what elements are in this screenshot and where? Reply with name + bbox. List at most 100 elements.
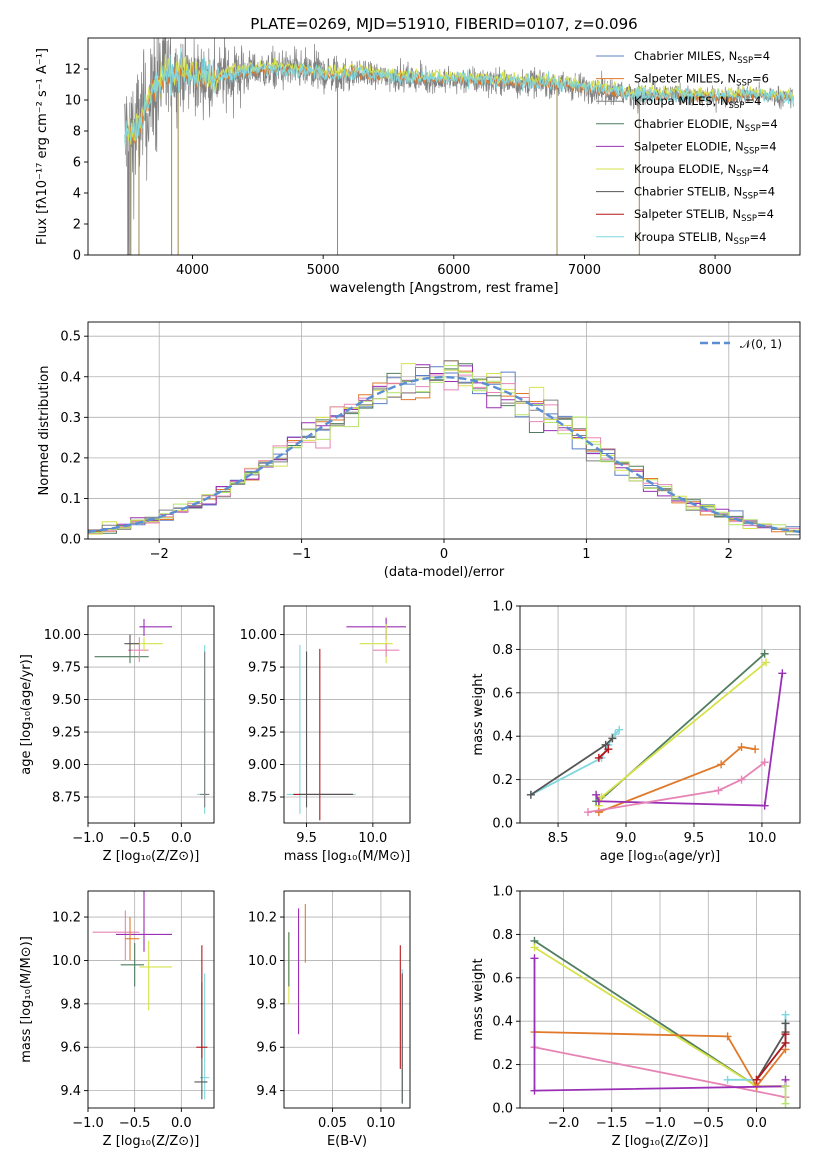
x-tick-label: 9.0 bbox=[616, 831, 637, 846]
data-point bbox=[760, 758, 769, 767]
axes-decor: −1.0 −0.5 0.0 9.4 9.6 9.8 10.0 10.2 Z [log₁₀(Z/Z… bbox=[19, 890, 215, 1149]
data-point bbox=[762, 658, 771, 667]
x-tick-label: −0.5 bbox=[692, 1116, 724, 1131]
y-tick-label: 9.8 bbox=[60, 997, 81, 1012]
plot-content bbox=[526, 649, 787, 817]
x-tick-label: 6000 bbox=[437, 263, 470, 278]
y-tick-label: 9.00 bbox=[248, 758, 277, 773]
errorbar-point bbox=[139, 618, 172, 636]
x-tick-label: 1 bbox=[582, 547, 590, 562]
plot-area bbox=[88, 891, 214, 1108]
data-point bbox=[760, 801, 769, 810]
y-tick-label: 9.75 bbox=[52, 661, 81, 676]
data-point bbox=[583, 808, 592, 817]
data-point bbox=[601, 740, 610, 749]
y-tick-label: 9.25 bbox=[248, 726, 277, 741]
y-tick-label: 9.50 bbox=[52, 693, 81, 708]
axes-decor: 9.5 10.0 8.75 9.00 9.25 9.50 9.75 10.00 mass [lo… bbox=[240, 605, 411, 864]
axes-frame bbox=[87, 605, 215, 824]
data-point bbox=[592, 790, 601, 799]
plot-content bbox=[286, 617, 407, 821]
x-tick-label: −2 bbox=[150, 547, 169, 562]
errorbar-point bbox=[124, 634, 140, 652]
legend-entry: Chabrier ELODIE, NSSP=4 bbox=[634, 117, 778, 134]
data-point bbox=[723, 1032, 732, 1041]
x-tick-label: −0.5 bbox=[119, 1116, 151, 1131]
normal-curve bbox=[88, 376, 800, 534]
y-tick-label: 10.00 bbox=[44, 628, 81, 643]
legend-entry: Chabrier STELIB, NSSP=4 bbox=[634, 185, 775, 202]
y-tick-label: 8.75 bbox=[248, 791, 277, 806]
y-tick-label: 9.6 bbox=[256, 1041, 277, 1056]
x-axis-label: Z [log₁₀(Z/Z⊙)] bbox=[103, 849, 200, 864]
y-tick-label: 0.2 bbox=[60, 451, 81, 466]
x-axis-label: wavelength [Angstrom, rest frame] bbox=[330, 281, 559, 296]
y-tick-label: 8.75 bbox=[52, 791, 81, 806]
axes-frame bbox=[283, 605, 411, 824]
data-point bbox=[751, 745, 760, 754]
legend-entry: Kroupa MILES, NSSP=4 bbox=[634, 94, 761, 111]
data-point bbox=[781, 1082, 790, 1091]
x-axis-label: Z [log₁₀(Z/Z⊙)] bbox=[612, 1134, 709, 1149]
data-point bbox=[594, 753, 603, 762]
y-tick-label: 0.6 bbox=[492, 686, 513, 701]
y-axis-label: mass weight bbox=[471, 958, 486, 1040]
y-tick-label: 0.6 bbox=[492, 971, 513, 986]
y-tick-label: 0.2 bbox=[492, 1058, 513, 1073]
y-tick-label: 4 bbox=[73, 187, 81, 202]
legend-entry: 𝒩(0, 1) bbox=[740, 337, 782, 351]
data-point bbox=[723, 1075, 732, 1084]
plot-content bbox=[288, 904, 403, 1104]
y-tick-label: 0.4 bbox=[60, 370, 81, 385]
axes-decor: −1.0 −0.5 0.0 8.75 9.00 9.25 9.50 9.75 10.00 Z [l… bbox=[19, 605, 215, 864]
y-tick-label: 10.00 bbox=[240, 628, 277, 643]
x-tick-label: 0.0 bbox=[746, 1116, 767, 1131]
plot-area bbox=[284, 891, 410, 1108]
data-point bbox=[597, 792, 606, 801]
legend: 𝒩(0, 1) bbox=[700, 337, 782, 351]
y-tick-label: 0.8 bbox=[492, 928, 513, 943]
legend-entry: Kroupa STELIB, NSSP=4 bbox=[634, 230, 766, 247]
x-tick-label: −1.0 bbox=[72, 831, 104, 846]
legend-entry: Salpeter STELIB, NSSP=4 bbox=[634, 207, 774, 224]
series-line-model bbox=[124, 47, 794, 150]
y-tick-label: 10.2 bbox=[248, 911, 277, 926]
data-point bbox=[752, 1075, 761, 1084]
errorbar-point bbox=[92, 910, 140, 961]
axes-frame bbox=[87, 37, 801, 256]
y-tick-label: 0.5 bbox=[60, 330, 81, 345]
y-tick-label: 10.0 bbox=[52, 954, 81, 969]
plot-content bbox=[530, 936, 790, 1108]
plot-area bbox=[88, 606, 214, 823]
x-axis-label: Z [log₁₀(Z/Z⊙)] bbox=[103, 1134, 200, 1149]
data-point bbox=[526, 790, 535, 799]
mass-vs-metallicity-panel: −1.0 −0.5 0.0 9.4 9.6 9.8 10.0 10.2 Z [log₁₀(Z/Z… bbox=[19, 890, 215, 1149]
y-axis-label: age [log₁₀(age/yr)] bbox=[19, 654, 34, 775]
y-tick-label: 0.3 bbox=[60, 411, 81, 426]
x-axis-label: age [log₁₀(age/yr)] bbox=[600, 849, 721, 864]
plot-area bbox=[520, 606, 800, 823]
y-tick-label: 6 bbox=[73, 156, 81, 171]
legend-entry: Salpeter ELODIE, NSSP=4 bbox=[634, 139, 777, 156]
y-tick-label: 10 bbox=[64, 94, 81, 109]
data-point bbox=[778, 669, 787, 678]
y-tick-label: 0.4 bbox=[492, 730, 513, 745]
y-tick-label: 10.0 bbox=[248, 954, 277, 969]
y-tick-label: 9.00 bbox=[52, 758, 81, 773]
y-tick-label: 0 bbox=[73, 249, 81, 264]
data-point bbox=[594, 797, 603, 806]
errorbar-point bbox=[125, 917, 140, 961]
spectrum-panel: 4000 5000 6000 7000 8000 0 2 4 6 8 10 12 wavelength … bbox=[35, 37, 801, 296]
mass-vs-ebv-panel: 0.05 0.10 9.4 9.6 9.8 10.0 10.2 E(B-V) bbox=[248, 890, 411, 1149]
x-tick-label: 0.0 bbox=[171, 831, 192, 846]
histogram-step-series bbox=[88, 365, 800, 534]
y-tick-label: 0.0 bbox=[60, 533, 81, 548]
legend: Chabrier MILES, NSSP=4 Salpeter MILES, NS… bbox=[596, 49, 778, 247]
y-tick-label: 0.0 bbox=[492, 817, 513, 832]
figure-title: PLATE=0269, MJD=51910, FIBERID=0107, z=0… bbox=[250, 15, 637, 33]
y-tick-label: 0.0 bbox=[492, 1102, 513, 1117]
axes-decor: 4000 5000 6000 7000 8000 0 2 4 6 8 10 12 wavelength … bbox=[35, 37, 801, 296]
series-line bbox=[534, 1031, 787, 1088]
x-tick-label: 0 bbox=[440, 547, 448, 562]
y-tick-label: 9.50 bbox=[248, 693, 277, 708]
